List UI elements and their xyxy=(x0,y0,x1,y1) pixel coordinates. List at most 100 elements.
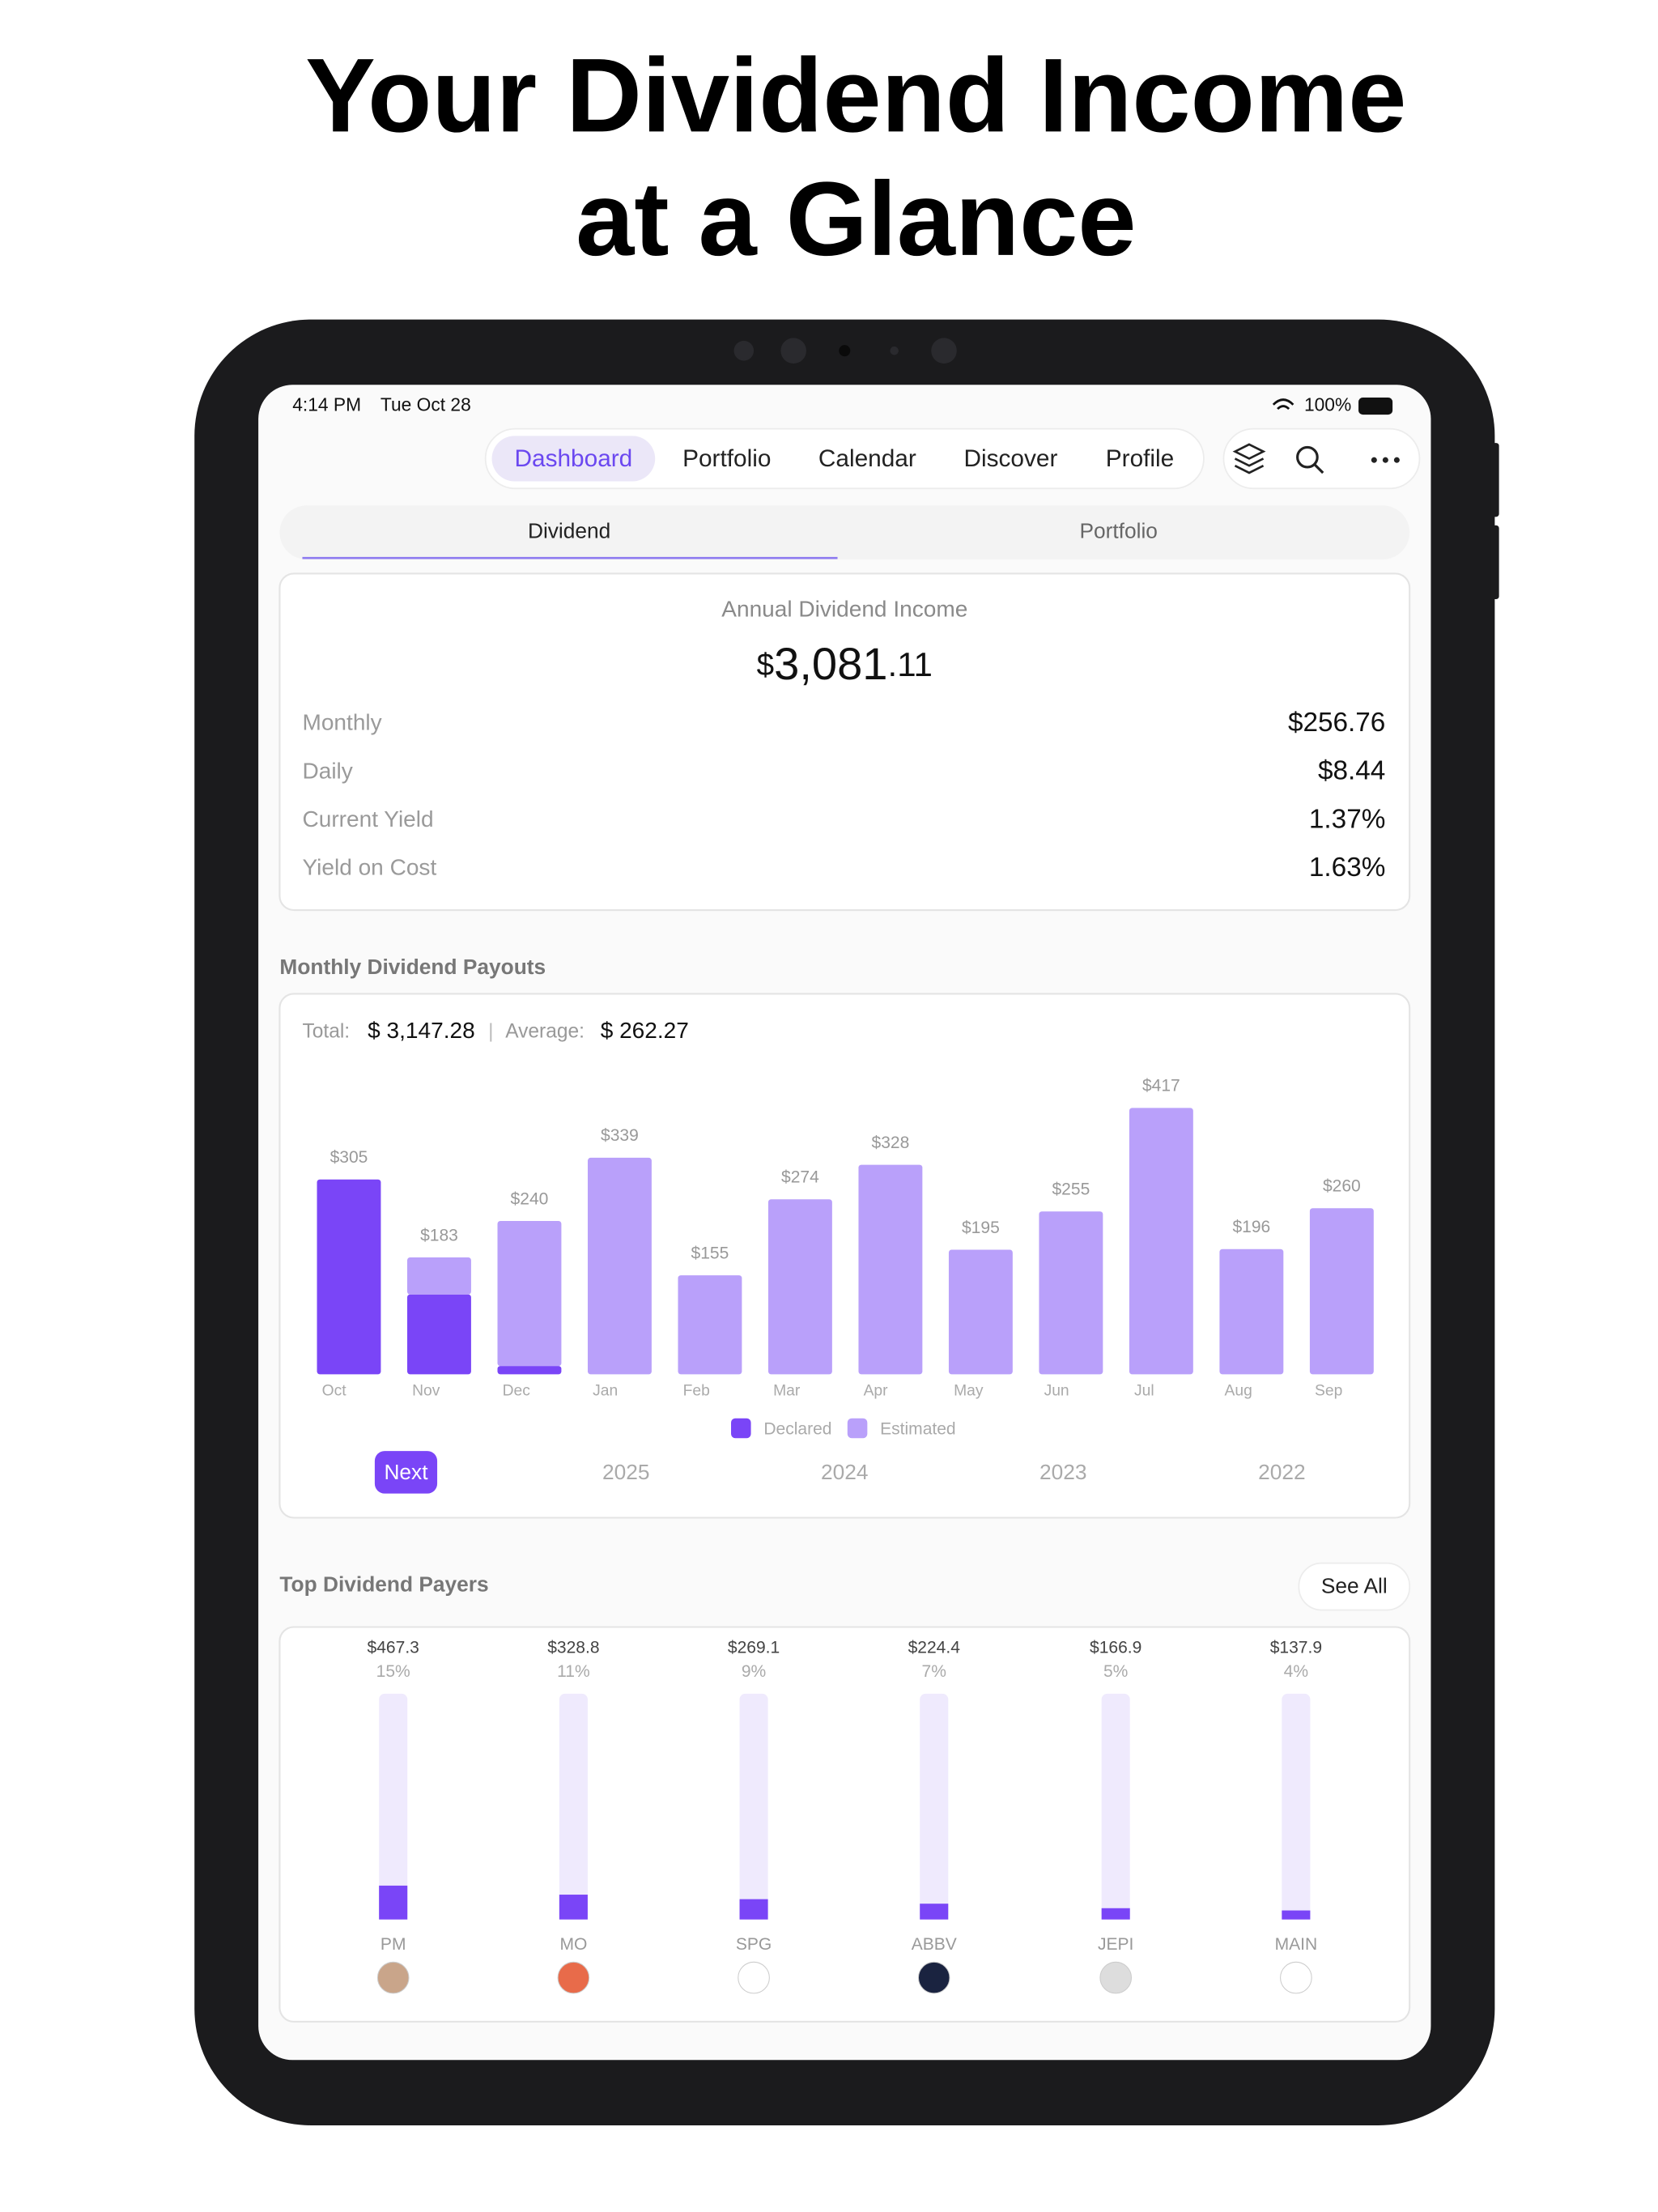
bar-segment xyxy=(1039,1211,1103,1375)
nav-bar xyxy=(484,428,1205,490)
layers-button[interactable] xyxy=(1232,443,1266,474)
subtab[interactable]: Portfolio xyxy=(1079,519,1157,543)
period[interactable]: 2025 xyxy=(602,1460,650,1484)
ticker: MAIN xyxy=(1275,1935,1318,1954)
nav-tab-active xyxy=(491,436,656,482)
nav-tab[interactable]: Profile xyxy=(1106,445,1174,472)
percent-label: 11% xyxy=(557,1662,590,1681)
value-label: $155 xyxy=(691,1244,729,1262)
average-label: Average: xyxy=(505,1020,585,1042)
bar-segment xyxy=(587,1157,652,1375)
bar-segment xyxy=(767,1199,832,1375)
bar-track xyxy=(379,1693,408,1920)
x-tick-label: May xyxy=(954,1383,984,1400)
amount-label: $467.3 xyxy=(368,1638,419,1657)
row-value: $256.76 xyxy=(1288,708,1385,738)
x-tick-label: Sep xyxy=(1315,1383,1342,1400)
logo xyxy=(917,1961,950,1994)
value-label: $417 xyxy=(1142,1077,1180,1095)
x-tick-label: Apr xyxy=(864,1383,889,1400)
bar-track xyxy=(920,1693,949,1920)
bar xyxy=(1282,1910,1311,1920)
logo xyxy=(738,1961,770,1994)
value-label: $240 xyxy=(511,1189,549,1208)
period[interactable]: Next xyxy=(384,1460,428,1484)
amount-label: $137.9 xyxy=(1270,1638,1322,1657)
separator: | xyxy=(488,1020,493,1042)
whole: 3,081 xyxy=(774,638,887,689)
x-tick-label: Jan xyxy=(593,1383,618,1400)
nav-tabs: Dashboard Portfolio Calendar Discover Profil… xyxy=(491,436,1174,482)
device-button xyxy=(1490,525,1499,600)
bar xyxy=(920,1904,949,1920)
nav-tab[interactable]: Calendar xyxy=(818,445,916,472)
more-button[interactable] xyxy=(1371,457,1400,463)
subtab[interactable]: Dividend xyxy=(528,519,610,543)
payers-card xyxy=(278,1626,1411,2023)
period[interactable]: 2024 xyxy=(821,1460,869,1484)
ticker: ABBV xyxy=(912,1935,957,1954)
bar-track xyxy=(559,1693,588,1920)
percent-label: 5% xyxy=(1103,1662,1128,1681)
value-label: $196 xyxy=(1232,1218,1270,1236)
average: $ 262.27 xyxy=(601,1018,689,1043)
bar-segment xyxy=(1219,1249,1284,1375)
nav-tab[interactable]: Portfolio xyxy=(682,445,771,472)
bar-segment xyxy=(317,1179,381,1375)
see-all[interactable]: See All xyxy=(1321,1573,1388,1597)
legend-label: Declared xyxy=(763,1419,831,1438)
x-tick-label: Feb xyxy=(683,1383,710,1400)
status-time: 4:14 PM xyxy=(292,394,361,415)
headline: at a Glance xyxy=(576,161,1136,278)
row-value: $8.44 xyxy=(1318,756,1385,786)
percent-label: 9% xyxy=(742,1662,766,1681)
percent-label: 4% xyxy=(1284,1662,1308,1681)
x-tick-label: Mar xyxy=(773,1383,801,1400)
value-label: $255 xyxy=(1052,1180,1090,1198)
bar xyxy=(559,1895,588,1920)
x-tick-label: Jun xyxy=(1044,1383,1069,1400)
row-label: Current Yield xyxy=(302,806,433,832)
bar-segment xyxy=(948,1249,1013,1375)
annual-income: $3,081.11 xyxy=(757,638,933,689)
amount-label: $166.9 xyxy=(1090,1638,1141,1657)
row-label: Monthly xyxy=(302,710,381,735)
value-label: $260 xyxy=(1323,1177,1361,1196)
amount-label: $328.8 xyxy=(547,1638,599,1657)
bar xyxy=(379,1885,408,1920)
subtabs: Dividend Portfolio xyxy=(302,519,1158,559)
nav-tab[interactable]: Dashboard xyxy=(514,445,632,472)
x-tick-label: Oct xyxy=(322,1383,347,1400)
ticker: PM xyxy=(380,1935,406,1954)
monthly-card xyxy=(278,993,1411,1519)
period-active[interactable] xyxy=(374,1451,438,1494)
amount-label: $224.4 xyxy=(908,1638,961,1657)
row-value: 1.37% xyxy=(1309,804,1385,834)
period[interactable]: 2023 xyxy=(1039,1460,1087,1484)
period[interactable]: 2022 xyxy=(1258,1460,1306,1484)
battery-icon xyxy=(1358,398,1393,415)
bar xyxy=(739,1899,768,1920)
bar-segment xyxy=(1129,1108,1193,1375)
amount-label: $269.1 xyxy=(728,1638,780,1657)
value-label: $183 xyxy=(420,1226,458,1244)
value-label: $339 xyxy=(601,1126,639,1145)
logo xyxy=(557,1961,590,1994)
legend-swatch xyxy=(847,1418,868,1439)
value-label: $274 xyxy=(781,1168,819,1186)
bar-track xyxy=(1282,1693,1311,1920)
nav-tab[interactable]: Discover xyxy=(963,445,1057,472)
payers-chart: $467.3 15% PM $328.8 11% MO $269.1 9% SPG $224.4 7… xyxy=(368,1638,1322,1994)
ticker: MO xyxy=(559,1935,587,1954)
row-label: Yield on Cost xyxy=(302,855,436,880)
bar-segment xyxy=(1309,1208,1374,1375)
legend-label: Estimated xyxy=(880,1419,956,1438)
x-tick-label: Nov xyxy=(412,1383,440,1400)
bar-segment xyxy=(858,1164,923,1375)
status-battery: 100% xyxy=(1304,394,1351,415)
value-label: $195 xyxy=(962,1219,1000,1237)
bar-track xyxy=(739,1693,768,1920)
see-all-button[interactable] xyxy=(1298,1562,1411,1611)
search-button[interactable] xyxy=(1296,445,1324,474)
